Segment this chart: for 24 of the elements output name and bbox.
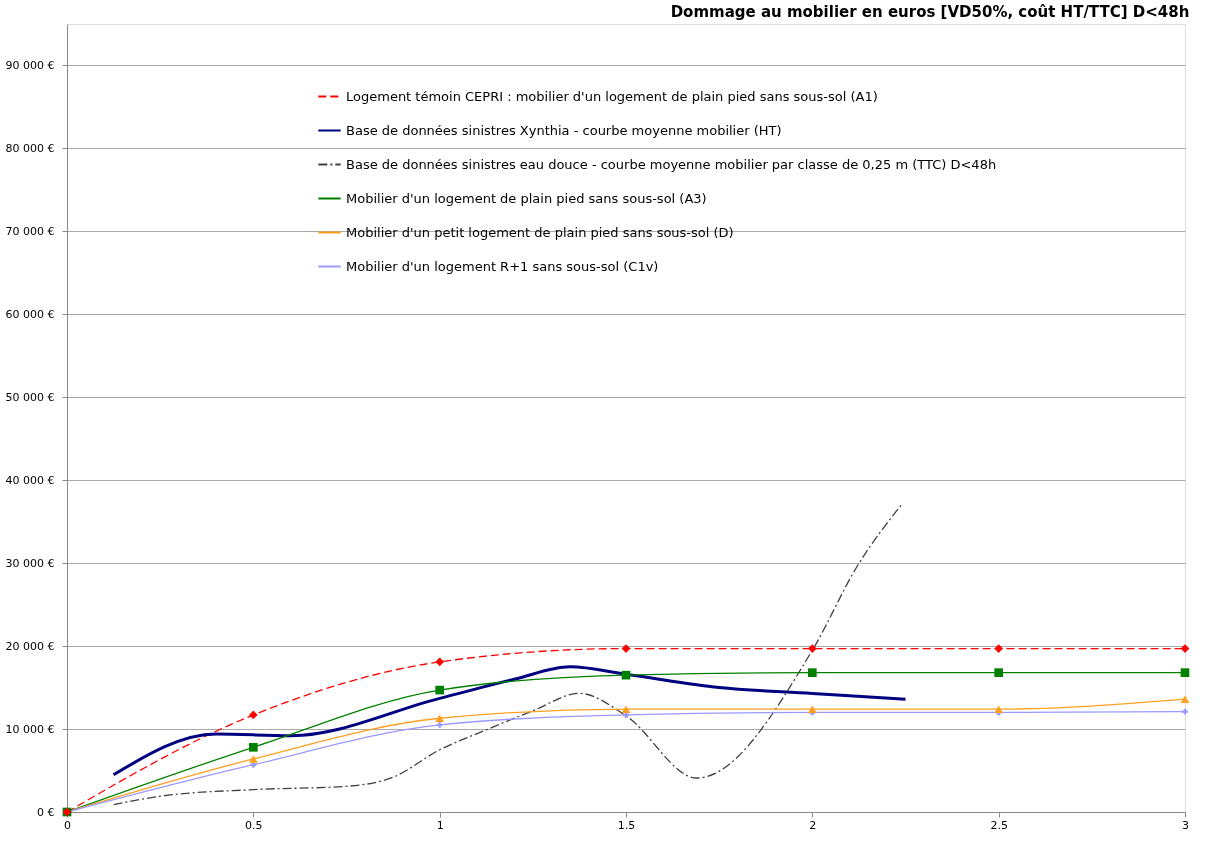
y-tick-label: 10 000 € bbox=[5, 722, 55, 736]
x-tick-label: 0 bbox=[64, 818, 71, 832]
legend-label: Logement témoin CEPRI : mobilier d'un logement de plain pied sans sous-sol (A1) bbox=[346, 88, 878, 104]
x-tick-label: 2 bbox=[809, 818, 817, 832]
y-tick-label: 70 000 € bbox=[5, 224, 55, 238]
y-tick-label: 20 000 € bbox=[5, 639, 55, 653]
x-tick-label: 2.5 bbox=[990, 818, 1008, 832]
x-tick-label: 3 bbox=[1182, 818, 1189, 832]
legend-label: Mobilier d'un petit logement de plain pied sans sous-sol (D) bbox=[346, 224, 734, 240]
chart-title: Dommage au mobilier en euros [VD50%, coût HT/TTC] D<48h bbox=[670, 3, 1190, 21]
y-tick-label: 60 000 € bbox=[5, 307, 55, 321]
y-tick-label: 0 € bbox=[37, 805, 55, 819]
legend-label: Mobilier d'un logement de plain pied sans sous-sol (A3) bbox=[346, 190, 707, 206]
x-tick-label: 1.5 bbox=[617, 818, 636, 832]
x-tick-label: 1 bbox=[436, 818, 444, 832]
y-tick-label: 90 000 € bbox=[5, 58, 55, 72]
y-tick-label: 50 000 € bbox=[5, 390, 55, 404]
y-tick-label: 30 000 € bbox=[5, 556, 55, 570]
x-tick-label: 0.5 bbox=[245, 818, 263, 832]
y-tick-label: 80 000 € bbox=[5, 141, 55, 155]
legend-label: Base de données sinistres Xynthia - courbe moyenne mobilier (HT) bbox=[346, 122, 782, 138]
legend-label: Base de données sinistres eau douce - courbe moyenne mobilier par classe de 0,25 m (TTC) D<48h bbox=[346, 156, 997, 172]
legend-label: Mobilier d'un logement R+1 sans sous-sol (C1v) bbox=[346, 258, 659, 274]
y-tick-label: 40 000 € bbox=[5, 473, 55, 487]
